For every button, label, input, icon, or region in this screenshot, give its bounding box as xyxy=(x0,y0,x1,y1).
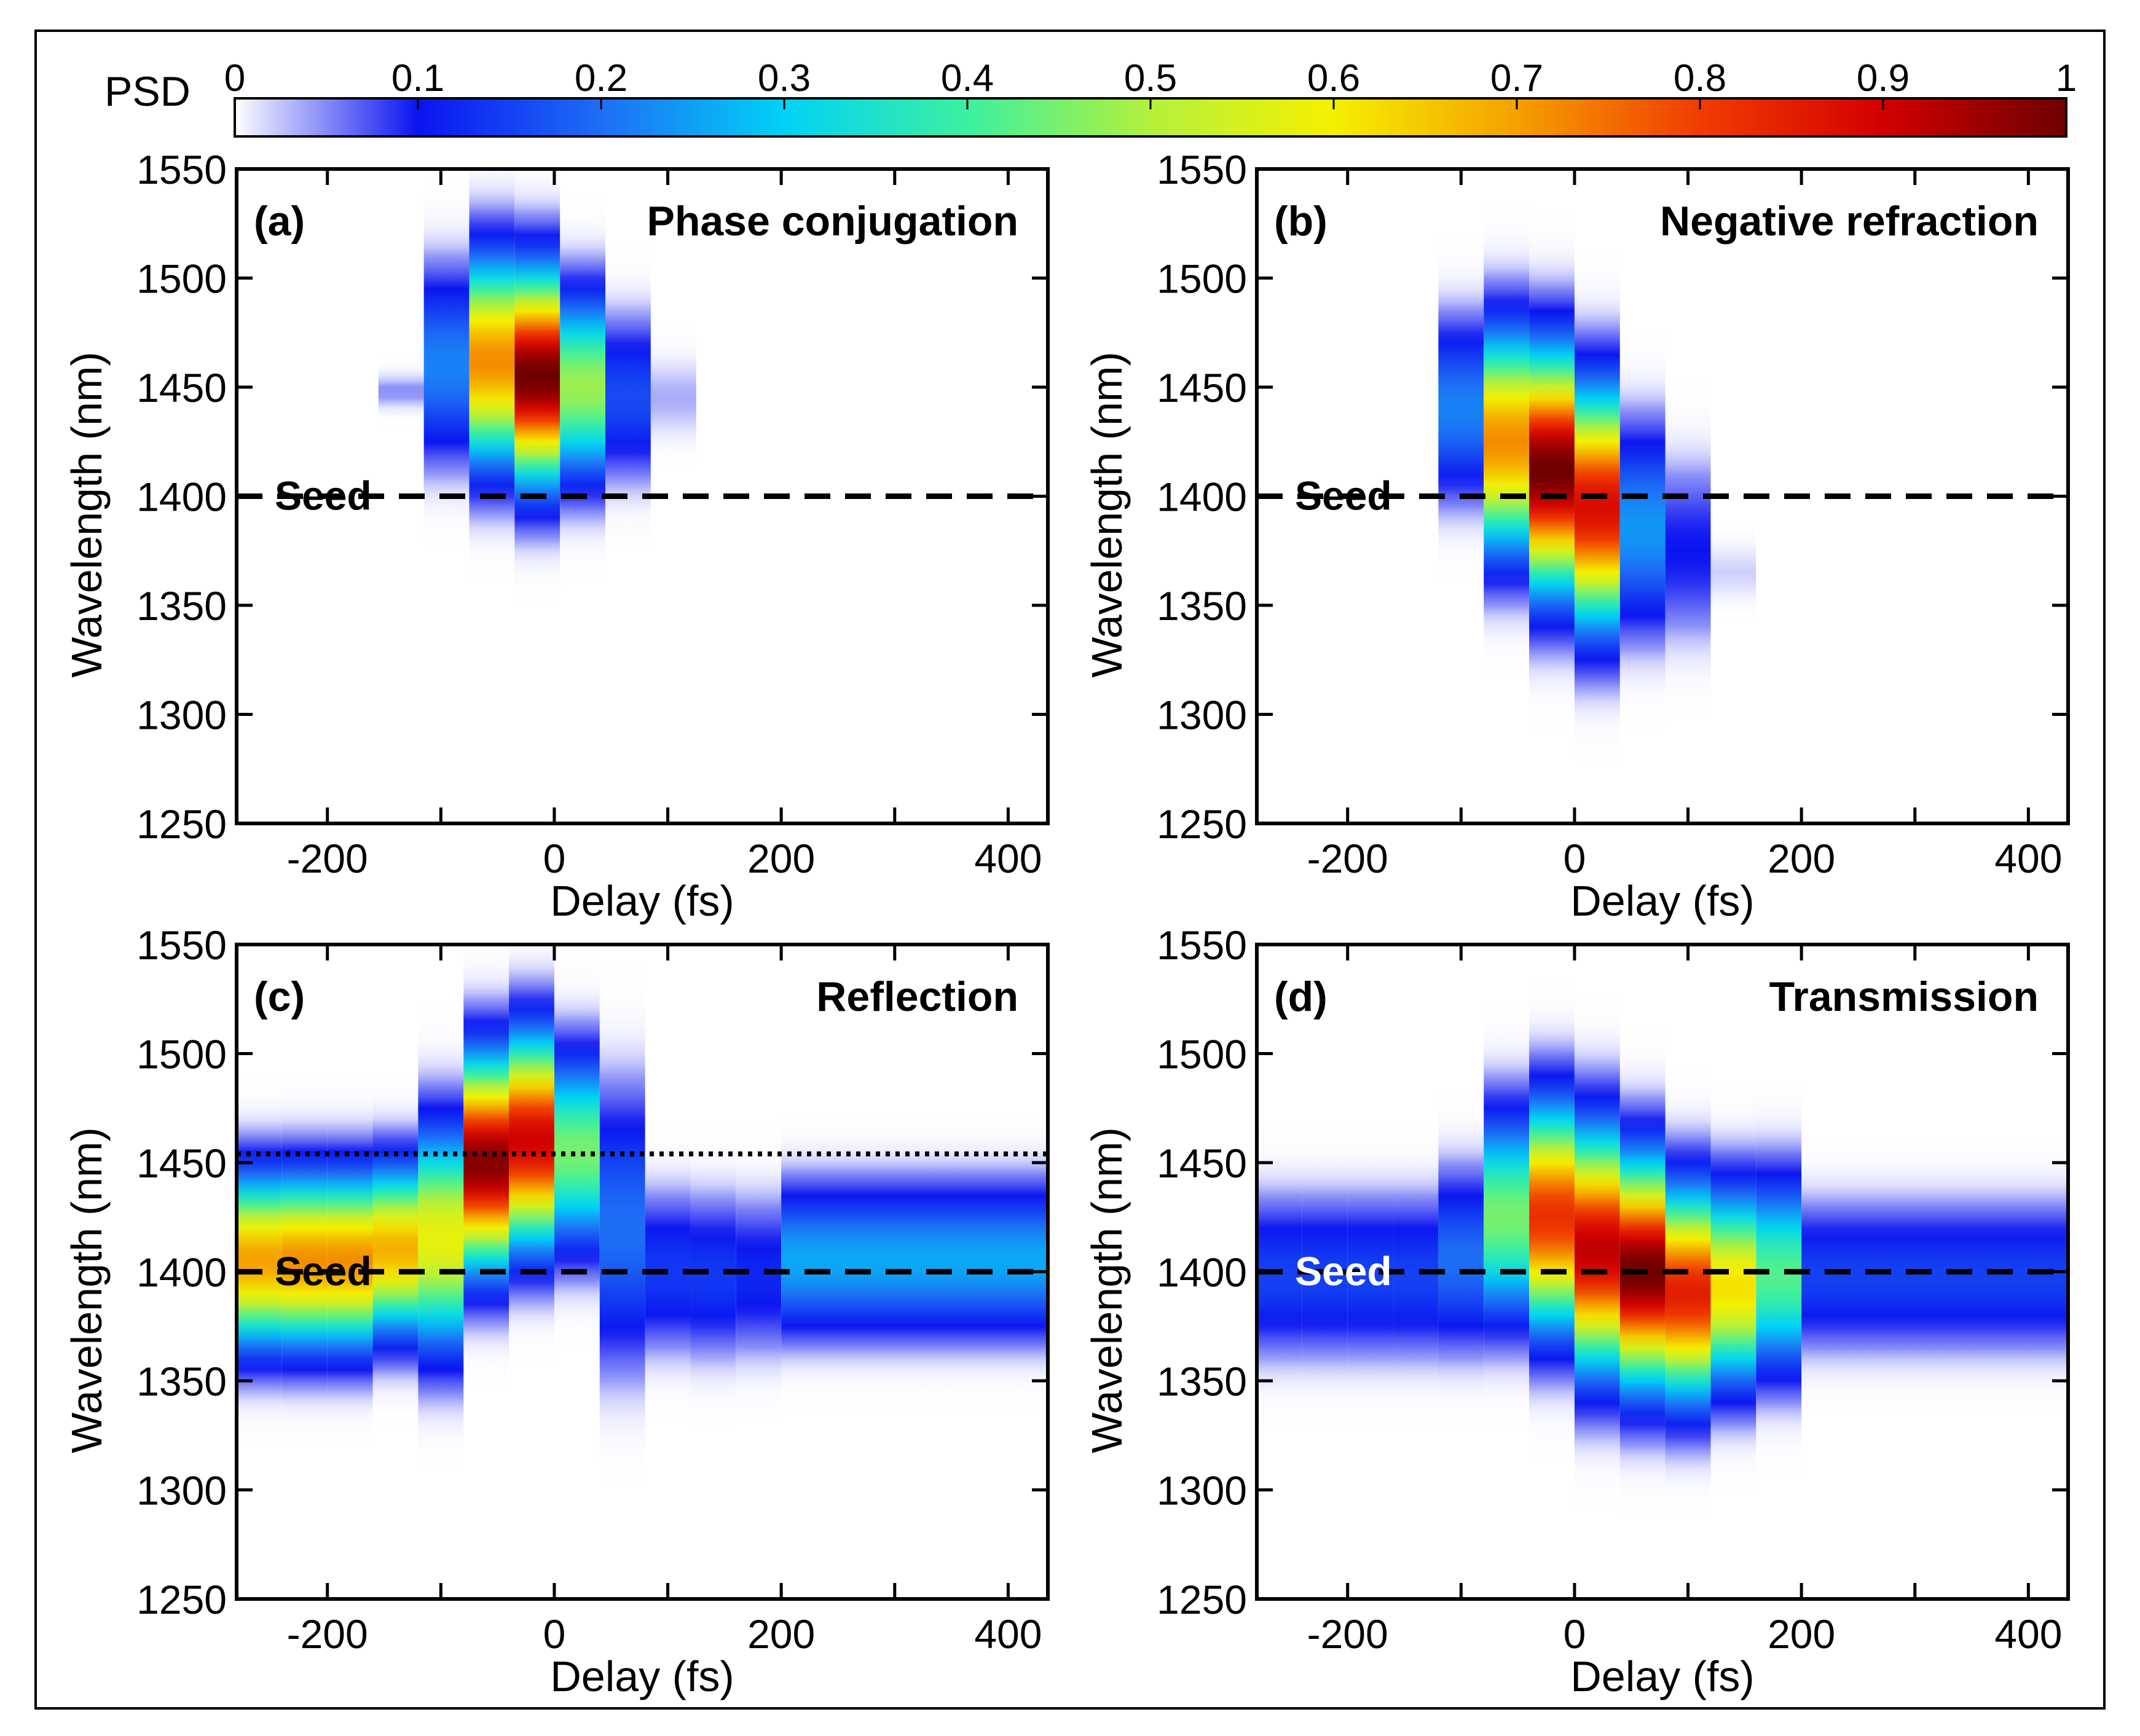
y-tick-label: 1450 xyxy=(136,1141,227,1186)
panel-title: Phase conjugation xyxy=(647,198,1018,245)
y-tick-label: 1450 xyxy=(1157,365,1247,410)
y-tick-label: 1350 xyxy=(1157,583,1247,629)
y-tick-label: 1400 xyxy=(136,1250,227,1295)
x-tick-label: 200 xyxy=(1768,1611,1835,1657)
x-tick-label: 400 xyxy=(974,836,1042,881)
x-tick-label: 400 xyxy=(1994,1611,2062,1657)
y-tick-label: 1400 xyxy=(1157,1250,1247,1295)
colorbar-tick-label: 1 xyxy=(2056,57,2077,100)
y-tick-label: 1400 xyxy=(1157,474,1247,520)
y-tick-label: 1300 xyxy=(1157,1468,1247,1514)
x-tick-label: 400 xyxy=(974,1611,1042,1657)
x-axis-label: Delay (fs) xyxy=(550,877,734,925)
seed-label: Seed xyxy=(275,473,372,519)
colorbar-tick-label: 0.6 xyxy=(1307,57,1360,100)
seed-label: Seed xyxy=(1295,1249,1392,1294)
seed-label: Seed xyxy=(275,1249,372,1294)
colorbar-tick-label: 0.3 xyxy=(758,57,811,100)
y-tick-label: 1450 xyxy=(136,365,227,410)
colorbar-ticks: 0 0.1 0.2 0.3 0.4 0.5 0.6 0.7 0.8 0.9 1 xyxy=(224,57,2077,109)
x-tick-label: 200 xyxy=(747,836,815,881)
panel-letter: (a) xyxy=(254,198,305,245)
panel-a: Seed 1250 1300 1350 1400 1450 1500 1550 -200 0 200… xyxy=(63,147,1050,925)
y-tick-label: 1250 xyxy=(1157,1577,1247,1622)
colorbar: PSD 0 0.1 0.2 0.3 0.4 0.5 0.6 0.7 0.8 0.9 1 xyxy=(104,57,2077,138)
colorbar-tick-label: 0 xyxy=(224,57,245,100)
x-tick-label: -200 xyxy=(287,1611,368,1657)
x-tick-label: 400 xyxy=(1994,836,2062,881)
panel-title: Negative refraction xyxy=(1660,198,2039,245)
x-tick-label: -200 xyxy=(1307,836,1388,881)
colorbar-label: PSD xyxy=(104,68,191,115)
panel-title: Reflection xyxy=(816,973,1018,1020)
y-tick-label: 1300 xyxy=(1157,693,1247,738)
panel-c: Seed 1250 1300 1350 1400 1450 1500 1550 -200 0 200… xyxy=(63,922,1050,1700)
y-axis-label: Wavelength (nm) xyxy=(63,1127,111,1453)
y-tick-label: 1500 xyxy=(1157,256,1247,302)
colorbar-tick-label: 0.5 xyxy=(1124,57,1177,100)
x-tick-label: -200 xyxy=(287,836,368,881)
y-tick-label: 1500 xyxy=(1157,1032,1247,1077)
panel-title: Transmission xyxy=(1769,973,2039,1020)
y-axis-label: Wavelength (nm) xyxy=(1083,352,1131,677)
y-tick-label: 1350 xyxy=(1157,1359,1247,1404)
x-axis-label: Delay (fs) xyxy=(1570,1652,1754,1700)
y-tick-label: 1500 xyxy=(136,1032,227,1077)
y-tick-label: 1350 xyxy=(136,1359,227,1404)
colorbar-tick-label: 0.4 xyxy=(941,57,994,100)
y-tick-label: 1550 xyxy=(136,147,227,192)
x-tick-label: -200 xyxy=(1307,1611,1388,1657)
y-tick-label: 1250 xyxy=(136,1577,227,1622)
y-tick-label: 1400 xyxy=(136,474,227,520)
panel-letter: (d) xyxy=(1274,973,1328,1020)
colorbar-tick-label: 0.9 xyxy=(1857,57,1910,100)
colorbar-tick-label: 0.2 xyxy=(575,57,627,100)
x-tick-label: 0 xyxy=(1564,1611,1586,1657)
colorbar-tick-label: 0.1 xyxy=(391,57,444,100)
colorbar-tick-label: 0.7 xyxy=(1490,57,1543,100)
y-tick-label: 1550 xyxy=(1157,922,1247,968)
x-axis-label: Delay (fs) xyxy=(1570,877,1754,925)
y-tick-label: 1450 xyxy=(1157,1141,1247,1186)
panel-b: Seed 1250 1300 1350 1400 1450 1500 1550 -200 0 200… xyxy=(1083,147,2070,925)
y-axis-label: Wavelength (nm) xyxy=(1083,1127,1131,1453)
y-tick-label: 1550 xyxy=(136,922,227,968)
x-tick-label: 0 xyxy=(543,1611,566,1657)
y-tick-label: 1550 xyxy=(1157,147,1247,192)
panel-letter: (b) xyxy=(1274,198,1328,245)
x-tick-label: 200 xyxy=(1768,836,1835,881)
y-tick-label: 1500 xyxy=(136,256,227,302)
panel-letter: (c) xyxy=(254,973,305,1020)
panel-d: Seed 1250 1300 1350 1400 1450 1500 1550 -200 0 200… xyxy=(1083,922,2070,1700)
x-tick-label: 0 xyxy=(543,836,566,881)
y-tick-label: 1300 xyxy=(136,1468,227,1514)
y-axis-label: Wavelength (nm) xyxy=(63,352,111,677)
x-tick-label: 0 xyxy=(1564,836,1586,881)
y-tick-label: 1250 xyxy=(136,801,227,847)
colorbar-tick-label: 0.8 xyxy=(1674,57,1726,100)
x-axis-label: Delay (fs) xyxy=(550,1652,734,1700)
y-tick-label: 1350 xyxy=(136,583,227,629)
y-tick-label: 1250 xyxy=(1157,801,1247,847)
y-tick-label: 1300 xyxy=(136,693,227,738)
x-tick-label: 200 xyxy=(747,1611,815,1657)
seed-label: Seed xyxy=(1295,473,1392,519)
